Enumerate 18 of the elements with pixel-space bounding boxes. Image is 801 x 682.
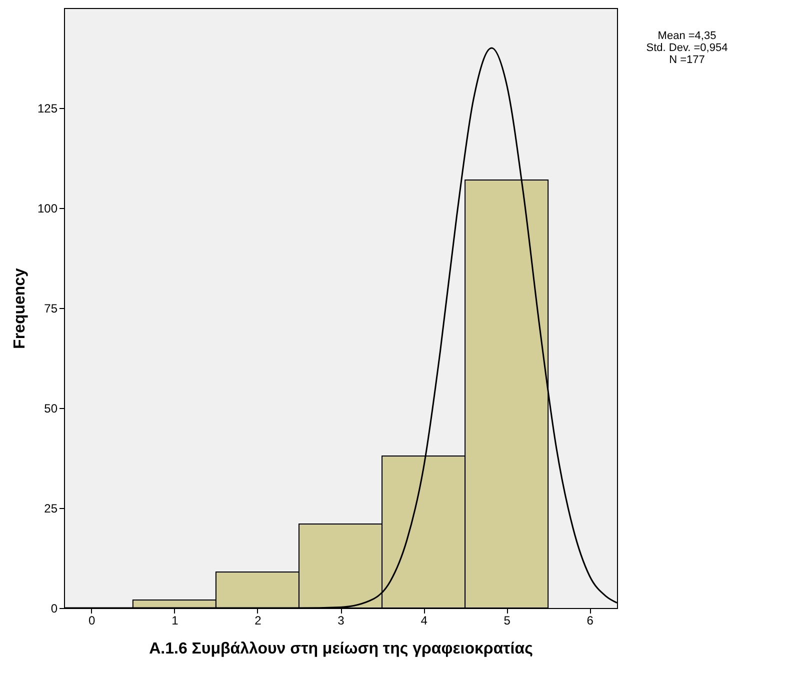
text: Mean =4,35 <box>658 30 716 42</box>
y-tick-label: 0 <box>50 602 58 616</box>
text: Std. Dev. =0,954 <box>646 42 728 54</box>
y-tick-label: 75 <box>44 302 58 316</box>
x-tick-label: 6 <box>586 614 594 628</box>
y-tick-label: 125 <box>37 102 58 116</box>
x-tick-label: 0 <box>88 614 96 628</box>
x-tick-label: 2 <box>254 614 262 628</box>
y-axis-title: Frequency <box>11 268 28 349</box>
x-tick-label: 4 <box>420 614 428 628</box>
y-tick-label: 25 <box>44 502 58 516</box>
y-tick-label: 50 <box>44 402 58 416</box>
x-tick-label: 1 <box>172 614 179 628</box>
y-tick-label: 100 <box>37 202 58 216</box>
x-tick-label: 3 <box>338 614 345 628</box>
text: N =177 <box>669 54 705 66</box>
x-tick-label: 5 <box>504 614 511 628</box>
x-axis-title: A.1.6 Συμβάλλουν στη μείωση της γραφειοκρατίας <box>149 640 533 658</box>
